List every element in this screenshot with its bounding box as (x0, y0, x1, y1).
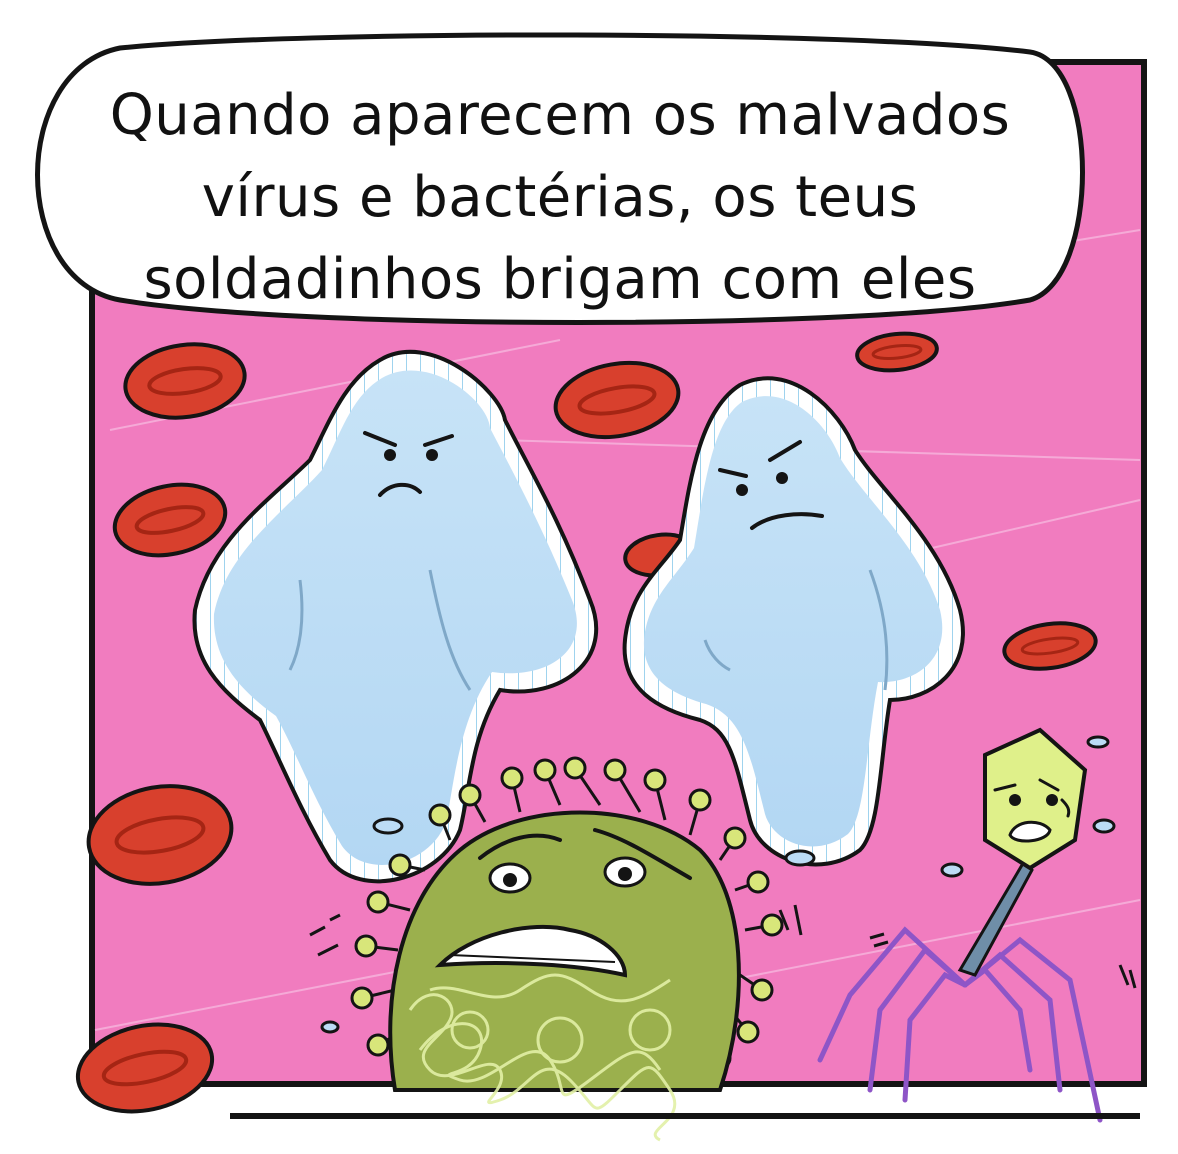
red-blood-cells (75, 331, 1098, 1114)
red-blood-cell (553, 360, 681, 440)
bacteriophage (817, 727, 1137, 1123)
red-blood-cell (1002, 621, 1098, 671)
speech-bubble (35, 32, 1085, 325)
coronavirus (309, 756, 803, 1142)
speech-line-1: Quando aparecem os malvados (109, 83, 1011, 148)
speech-line-3: soldadinhos brigam com eles (143, 247, 977, 312)
white-blood-cell-right (622, 376, 965, 867)
red-blood-cell (855, 331, 939, 373)
red-blood-cell (75, 1022, 215, 1114)
red-blood-cell (123, 342, 247, 420)
white-blood-cell-left (192, 349, 599, 884)
speech-line-2: vírus e bactérias, os teus (201, 165, 919, 230)
sweat-drops (320, 735, 1116, 1034)
speech-bubble-text: Quando aparecem os malvados vírus e bact… (40, 75, 1080, 321)
red-blood-cell (86, 784, 234, 886)
red-blood-cell (112, 482, 228, 558)
